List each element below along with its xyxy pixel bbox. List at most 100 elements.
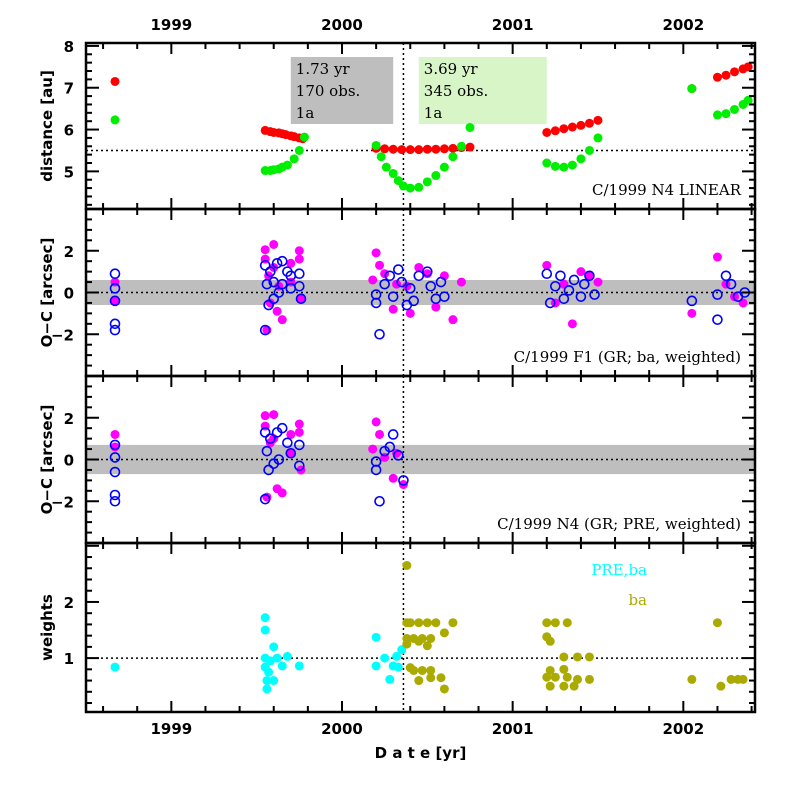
object-annotation: C/1999 N4 (GR; PRE, weighted) <box>497 515 741 533</box>
data-point <box>375 260 385 270</box>
data-point <box>573 652 583 662</box>
data-point <box>285 447 297 459</box>
data-point <box>269 642 279 652</box>
data-point <box>276 422 288 434</box>
data-point <box>730 67 740 77</box>
data-point <box>393 662 403 672</box>
y-tick-label: 6 <box>64 122 74 140</box>
data-point <box>414 145 424 155</box>
data-point <box>559 652 569 662</box>
data-point <box>542 158 552 168</box>
info-box-line: 1a <box>424 104 443 122</box>
data-point <box>371 417 381 427</box>
data-point <box>545 665 555 675</box>
data-point <box>374 495 385 507</box>
data-point <box>436 673 446 683</box>
data-point <box>388 304 398 314</box>
data-point <box>584 145 594 155</box>
data-point <box>414 618 424 628</box>
data-point <box>260 245 270 255</box>
data-point <box>259 260 271 271</box>
data-point <box>368 275 378 285</box>
data-point <box>282 651 292 661</box>
data-point <box>272 653 282 663</box>
data-point <box>576 154 586 164</box>
data-point <box>730 292 740 302</box>
data-point <box>259 427 271 438</box>
data-point <box>559 664 569 674</box>
data-point <box>712 110 722 120</box>
data-point <box>109 268 121 280</box>
data-point <box>721 70 731 80</box>
data-point <box>371 248 381 258</box>
data-point <box>262 676 272 686</box>
top-x-tick-label: 1999 <box>150 16 192 34</box>
data-point <box>542 618 552 628</box>
data-point <box>422 266 433 277</box>
data-point <box>584 674 594 684</box>
data-point <box>743 95 753 105</box>
data-point <box>589 289 600 300</box>
data-point <box>439 684 449 694</box>
data-point <box>431 171 441 181</box>
data-point <box>109 466 121 478</box>
data-point <box>277 315 287 325</box>
data-point <box>109 452 121 463</box>
data-point <box>286 258 296 268</box>
data-point <box>385 674 395 684</box>
data-point <box>545 681 555 691</box>
data-point <box>417 665 427 675</box>
legend-entry: ba <box>628 591 647 609</box>
data-point <box>414 262 424 272</box>
data-point <box>448 618 458 628</box>
data-point <box>720 270 732 282</box>
bottom-x-tick-label: 1999 <box>150 720 192 738</box>
y-axis-label: distance [au] <box>38 70 56 182</box>
data-point <box>550 126 560 136</box>
data-point <box>593 133 603 143</box>
x-axis-label: D a t e [yr] <box>375 744 467 762</box>
data-point <box>562 672 572 682</box>
data-point <box>110 76 120 86</box>
data-point <box>414 636 424 646</box>
data-point <box>262 684 272 694</box>
data-point <box>422 177 432 187</box>
data-point <box>380 653 390 663</box>
data-point <box>380 144 390 154</box>
data-point <box>388 473 398 483</box>
data-point <box>295 293 307 305</box>
data-point <box>584 652 594 662</box>
data-point <box>584 270 595 282</box>
data-point <box>721 109 731 119</box>
info-box-line: 345 obs. <box>424 82 489 100</box>
data-point <box>294 661 304 671</box>
data-point <box>730 104 740 114</box>
data-point <box>374 328 385 340</box>
data-point <box>576 267 586 277</box>
data-point <box>263 464 274 476</box>
data-point <box>712 314 723 325</box>
data-point <box>726 674 736 684</box>
data-point <box>384 441 396 453</box>
y-tick-label: 8 <box>64 38 74 56</box>
data-point <box>276 278 288 290</box>
data-point <box>294 427 304 437</box>
data-point <box>558 293 570 305</box>
data-point <box>299 132 309 142</box>
data-point <box>425 280 437 292</box>
data-point <box>542 127 552 137</box>
data-point <box>431 618 441 628</box>
data-point <box>398 181 408 191</box>
data-point <box>405 145 415 155</box>
data-point <box>405 308 415 318</box>
data-point <box>286 448 296 458</box>
y-tick-label: 7 <box>64 80 74 98</box>
data-point <box>265 656 275 666</box>
data-point <box>738 298 748 308</box>
data-point <box>387 429 399 440</box>
data-point <box>110 662 120 672</box>
data-point <box>269 239 279 249</box>
y-axis-label: O−C [arcsec] <box>38 405 56 515</box>
data-point <box>259 324 271 336</box>
data-point <box>593 115 603 125</box>
